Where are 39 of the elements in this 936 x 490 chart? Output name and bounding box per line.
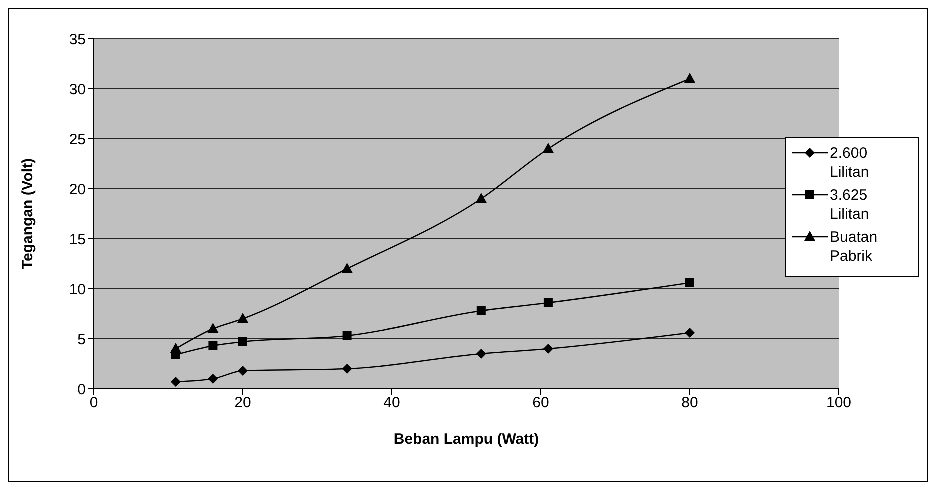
- point: [238, 366, 248, 376]
- y-tick-label: 15: [69, 231, 86, 248]
- point: [170, 343, 182, 353]
- point: [238, 338, 248, 346]
- y-tick-label: 25: [69, 131, 86, 148]
- x-tick-label: 60: [532, 394, 550, 412]
- legend-label: 2.600 Lilitan: [830, 144, 870, 182]
- point: [476, 306, 486, 316]
- point: [238, 313, 248, 323]
- y-tick-label: 35: [69, 31, 86, 48]
- y-tick-label: 20: [69, 181, 86, 198]
- point: [170, 377, 181, 387]
- point: [544, 298, 553, 308]
- point: [686, 278, 694, 288]
- y-tick-label: 10: [69, 281, 86, 298]
- point: [342, 332, 352, 340]
- y-tick-label: 30: [69, 81, 86, 98]
- x-axis-title: Beban Lampu (Watt): [394, 431, 540, 448]
- x-tick-label: 20: [234, 394, 252, 412]
- point: [342, 364, 352, 374]
- point: [342, 263, 353, 273]
- x-tick-label: 100: [826, 394, 852, 412]
- point: [684, 73, 696, 83]
- y-tick-label: 0: [78, 381, 86, 398]
- x-tick-label: 40: [384, 394, 400, 412]
- point: [542, 143, 554, 153]
- point: [476, 193, 487, 203]
- y-axis-title: Tegangan (Volt): [19, 158, 36, 270]
- y-tick-label: 5: [78, 331, 86, 348]
- point: [208, 374, 218, 384]
- legend-label: 3.625 Lilitan: [830, 186, 870, 224]
- point: [476, 349, 486, 359]
- x-tick-label: 0: [90, 394, 98, 412]
- point: [685, 328, 695, 338]
- point: [208, 323, 219, 333]
- point: [208, 342, 218, 350]
- point: [543, 344, 554, 354]
- x-tick-label: 80: [682, 394, 698, 412]
- legend-label: Buatan Pabrik: [830, 228, 879, 266]
